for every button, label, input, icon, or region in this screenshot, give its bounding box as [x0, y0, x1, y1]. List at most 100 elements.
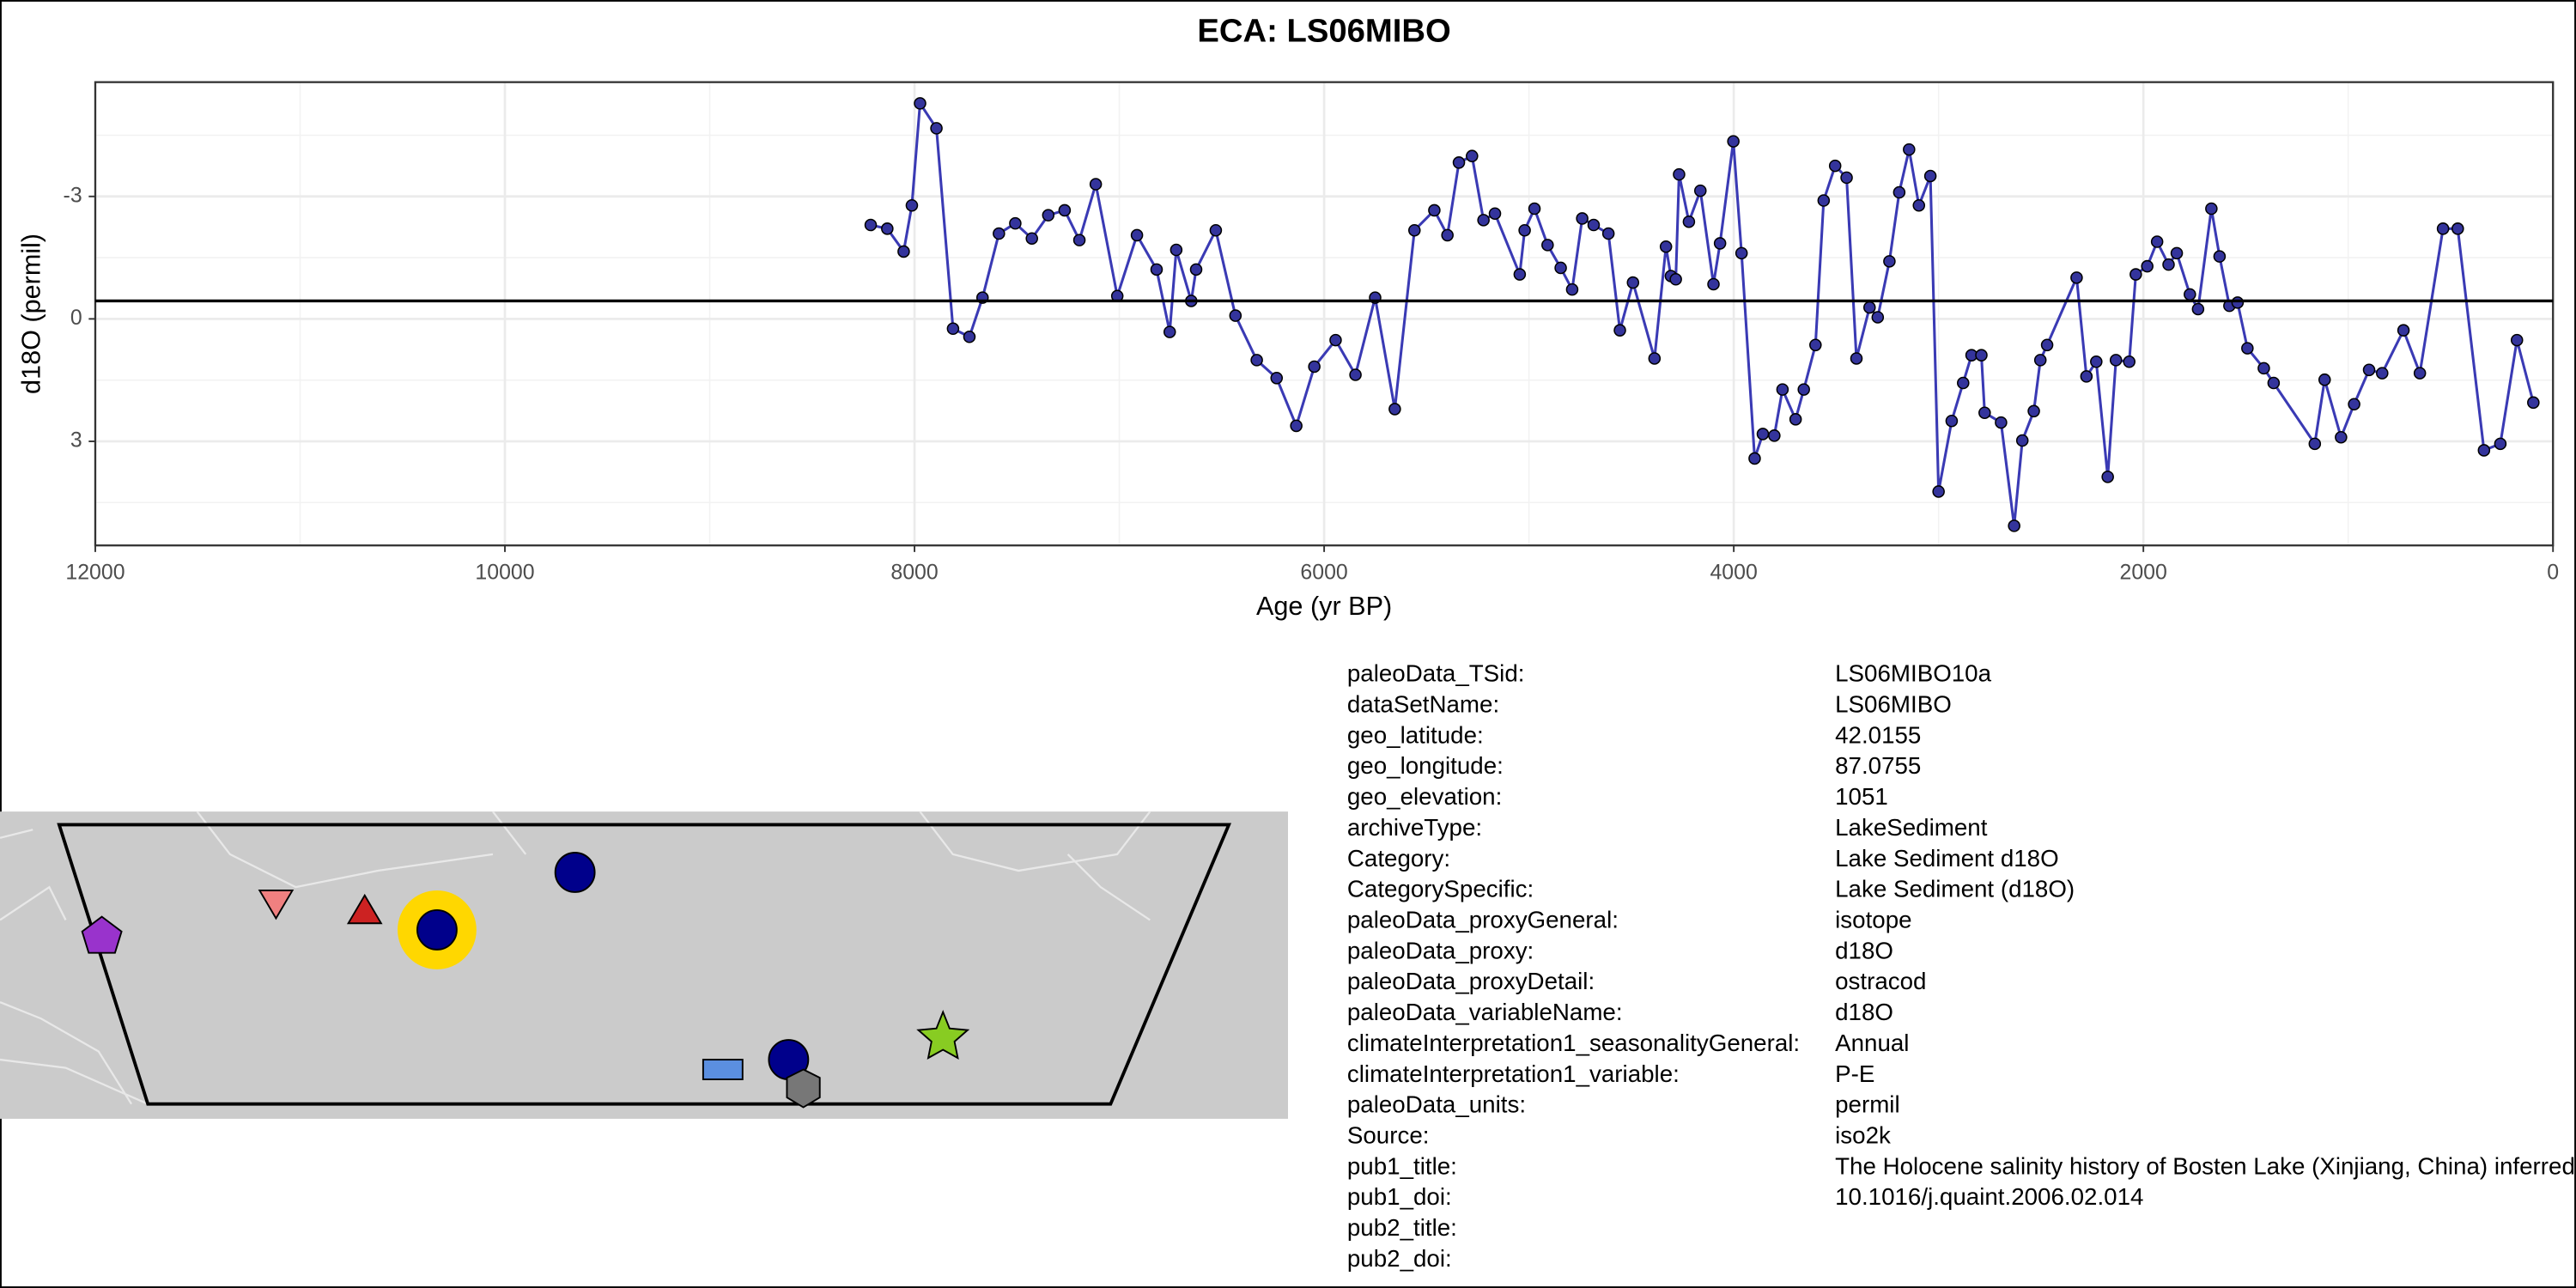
y-tick-label: 0	[70, 306, 82, 330]
data-point	[1713, 237, 1727, 250]
site-star	[916, 1009, 970, 1060]
data-point	[2008, 519, 2020, 532]
metadata-value: LS06MIBO10a	[1835, 660, 1992, 687]
data-point	[1735, 246, 1748, 260]
data-point	[1809, 338, 1822, 352]
metadata-value: ostracod	[1835, 968, 1926, 994]
data-point	[2162, 258, 2175, 271]
metadata-key: climateInterpretation1_seasonalityGenera…	[1347, 1030, 1800, 1056]
data-point	[1748, 452, 1761, 465]
data-point	[2129, 268, 2142, 281]
data-point	[930, 122, 943, 135]
data-point	[1150, 263, 1163, 276]
data-point	[1756, 428, 1770, 440]
x-tick-label: 0	[2547, 560, 2559, 584]
metadata-value: d18O	[1835, 999, 1893, 1025]
data-point	[2205, 202, 2218, 216]
data-point	[1932, 485, 1945, 498]
data-point	[1477, 214, 1490, 227]
site-map	[0, 811, 1288, 1119]
metadata-key: paleoData_proxyDetail:	[1347, 968, 1595, 994]
data-point	[1441, 228, 1454, 242]
x-tick-label: 2000	[2120, 560, 2167, 584]
data-point	[1871, 311, 1885, 324]
data-point	[1893, 185, 1906, 199]
data-point	[1923, 169, 1937, 183]
data-point	[1613, 324, 1626, 337]
metadata-value: 42.0155	[1835, 721, 1921, 748]
data-point	[1308, 360, 1321, 374]
data-point	[2123, 355, 2136, 368]
data-point	[1576, 212, 1589, 225]
data-point	[1995, 416, 2008, 429]
data-point	[1682, 215, 1696, 228]
site-rectangle	[702, 1059, 744, 1080]
metadata-key: Source:	[1347, 1121, 1430, 1148]
x-tick-label: 4000	[1710, 560, 1757, 584]
data-point	[1978, 406, 1991, 419]
data-point	[1408, 223, 1421, 237]
data-point	[1518, 223, 1531, 237]
data-point	[1601, 227, 1615, 240]
data-point	[2191, 302, 2205, 316]
data-point	[1349, 368, 1362, 381]
metadata-table: paleoData_TSid: LS06MIBO10a dataSetName: LS…	[1347, 660, 2576, 1272]
data-point	[1072, 234, 1086, 246]
metadata-value: iso2k	[1835, 1121, 1891, 1148]
data-point	[2170, 246, 2184, 260]
metadata-key: pub1_title:	[1347, 1152, 1457, 1179]
x-tick-label: 12000	[65, 560, 125, 584]
data-point	[2257, 361, 2270, 375]
map-borders	[0, 811, 1151, 1105]
chart-title: ECA: LS06MIBO	[1197, 12, 1450, 49]
data-point	[2241, 342, 2254, 355]
data-point	[1130, 228, 1144, 242]
data-point	[993, 227, 1005, 240]
data-point	[1626, 276, 1640, 289]
data-point	[2267, 376, 2281, 390]
data-point	[1229, 309, 1242, 322]
data-point	[1466, 149, 1479, 162]
y-tick-label: -3	[64, 183, 82, 207]
data-point	[1693, 184, 1707, 197]
metadata-value: d18O	[1835, 937, 1893, 963]
data-point	[1587, 218, 1601, 232]
plot-area: 12000 10000 8000 6000 4000 2000 0 -3 0 3	[64, 81, 2559, 584]
data-point	[1170, 243, 1183, 257]
metadata-value: Lake Sediment d18O	[1835, 845, 2059, 872]
data-point	[1659, 240, 1673, 253]
data-line	[870, 99, 2535, 526]
selected-site	[416, 908, 458, 951]
data-point	[1797, 383, 1810, 396]
data-point	[1727, 135, 1740, 148]
data-point	[1817, 194, 1831, 207]
data-point	[2362, 363, 2376, 377]
data-point	[1828, 159, 1842, 173]
metadata-value: LakeSediment	[1835, 814, 1988, 841]
metadata-key: pub1_doi:	[1347, 1183, 1452, 1210]
metadata-key: paleoData_variableName:	[1347, 999, 1623, 1025]
data-point	[2436, 222, 2450, 235]
metadata-key: paleoData_proxy:	[1347, 937, 1534, 963]
data-point	[1707, 277, 1720, 291]
data-point	[1270, 372, 1284, 385]
data-point	[2070, 271, 2083, 284]
metadata-key: geo_elevation:	[1347, 783, 1502, 810]
data-point	[881, 222, 894, 235]
data-point	[1975, 349, 1988, 361]
data-point	[1163, 325, 1176, 338]
data-point	[2150, 235, 2164, 248]
data-point	[2033, 354, 2047, 367]
metadata-key: paleoData_proxyGeneral:	[1347, 907, 1619, 933]
data-point	[2527, 396, 2540, 410]
data-point	[1189, 263, 1203, 276]
y-axis-label: d18O (permil)	[16, 234, 46, 394]
data-point	[1042, 209, 1055, 222]
data-point	[1541, 239, 1554, 252]
data-point	[1565, 283, 1579, 296]
data-point	[1957, 376, 1970, 390]
data-point	[1554, 261, 1567, 275]
metadata-key: paleoData_units:	[1347, 1091, 1526, 1118]
x-tick-label: 6000	[1300, 560, 1347, 584]
